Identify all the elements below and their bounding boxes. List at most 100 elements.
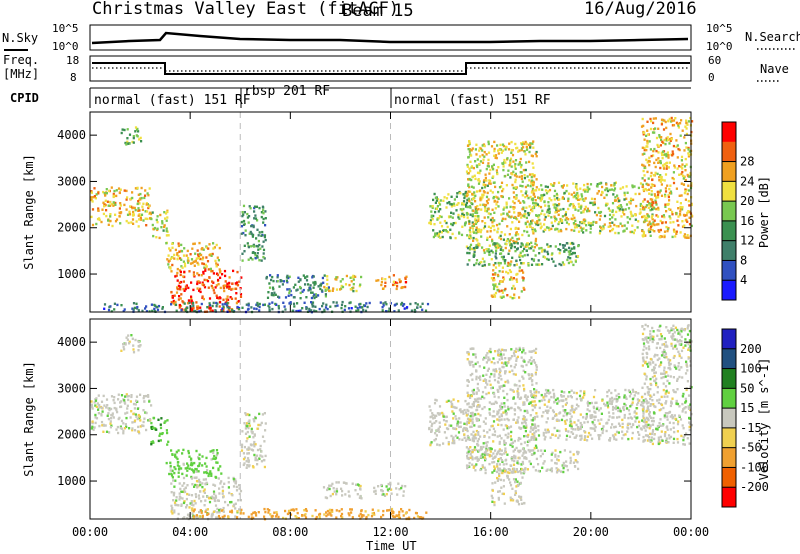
data-cell [585, 229, 588, 232]
data-cell [221, 307, 224, 310]
data-cell [579, 226, 582, 229]
data-cell [483, 203, 486, 207]
data-cell [521, 185, 524, 188]
data-cell [207, 268, 210, 271]
data-cell [348, 494, 351, 497]
data-cell [665, 126, 668, 130]
data-cell [540, 246, 543, 250]
data-cell [657, 229, 660, 232]
data-cell [621, 224, 624, 228]
data-cell [435, 429, 439, 432]
data-cell [184, 285, 187, 288]
data-cell [494, 284, 497, 287]
data-cell [676, 144, 679, 147]
data-cell [139, 425, 142, 428]
data-cell [483, 155, 486, 158]
data-cell [219, 271, 222, 274]
data-cell [165, 212, 168, 215]
data-cell [453, 439, 456, 442]
data-cell [510, 457, 513, 460]
data-cell [513, 241, 516, 245]
data-cell [472, 209, 475, 213]
data-cell [250, 232, 253, 235]
data-cell [466, 454, 469, 458]
data-cell [515, 175, 518, 178]
data-cell [130, 205, 133, 208]
data-cell [529, 414, 532, 417]
data-cell [340, 514, 343, 518]
data-cell [641, 183, 644, 186]
data-cell [531, 209, 534, 213]
data-cell [580, 195, 584, 198]
data-cell [517, 163, 520, 166]
data-cell [535, 368, 538, 371]
data-cell [256, 256, 259, 259]
data-cell [589, 183, 593, 186]
data-cell [515, 280, 519, 283]
data-cell [532, 184, 535, 187]
data-cell [200, 274, 203, 277]
data-cell [508, 278, 512, 281]
data-cell [648, 201, 651, 205]
data-cell [453, 406, 456, 409]
data-cell [474, 437, 477, 440]
data-cell [599, 214, 602, 218]
data-cell [321, 276, 324, 280]
data-cell [474, 200, 477, 203]
data-cell [562, 461, 565, 465]
data-cell [484, 356, 487, 360]
data-cell [648, 192, 651, 195]
data-cell [500, 280, 503, 283]
data-cell [127, 142, 130, 145]
data-cell [665, 165, 668, 168]
data-cell [246, 430, 249, 434]
data-cell [430, 430, 433, 433]
data-cell [681, 129, 684, 132]
data-cell [313, 309, 316, 312]
data-cell [249, 256, 252, 260]
data-cell [442, 413, 445, 416]
data-cell [645, 219, 648, 222]
data-cell [585, 188, 588, 192]
y-tick-label: 4000 [57, 128, 86, 142]
data-cell [456, 436, 459, 439]
data-cell [466, 144, 470, 147]
data-cell [535, 155, 538, 158]
data-cell [523, 409, 526, 413]
data-cell [180, 467, 183, 470]
data-cell [203, 286, 207, 289]
data-cell [563, 449, 566, 452]
data-cell [519, 427, 522, 430]
data-cell [468, 438, 472, 441]
data-cell [292, 296, 295, 299]
data-cell [530, 220, 533, 223]
data-cell [248, 215, 251, 218]
data-cell [485, 354, 488, 357]
data-cell [642, 169, 645, 173]
data-cell [624, 208, 627, 211]
data-cell [498, 236, 501, 239]
data-cell [543, 460, 546, 463]
data-cell [522, 206, 525, 209]
data-cell [191, 516, 194, 519]
data-cell [155, 428, 158, 431]
data-cell [359, 488, 362, 491]
data-cell [476, 397, 479, 401]
data-cell [481, 186, 484, 190]
data-cell [501, 162, 504, 165]
data-cell [203, 491, 206, 494]
data-cell [522, 452, 525, 455]
data-cell [666, 203, 669, 206]
data-cell [586, 207, 589, 210]
data-cell [430, 424, 433, 428]
data-cell [167, 234, 170, 237]
data-cell [443, 196, 446, 199]
data-cell [680, 194, 683, 197]
data-cell [208, 243, 211, 246]
data-cell [223, 289, 226, 293]
data-cell [519, 470, 522, 473]
data-cell [643, 198, 646, 201]
data-cell [533, 195, 536, 198]
data-cell [188, 270, 191, 273]
data-cell [495, 470, 499, 474]
